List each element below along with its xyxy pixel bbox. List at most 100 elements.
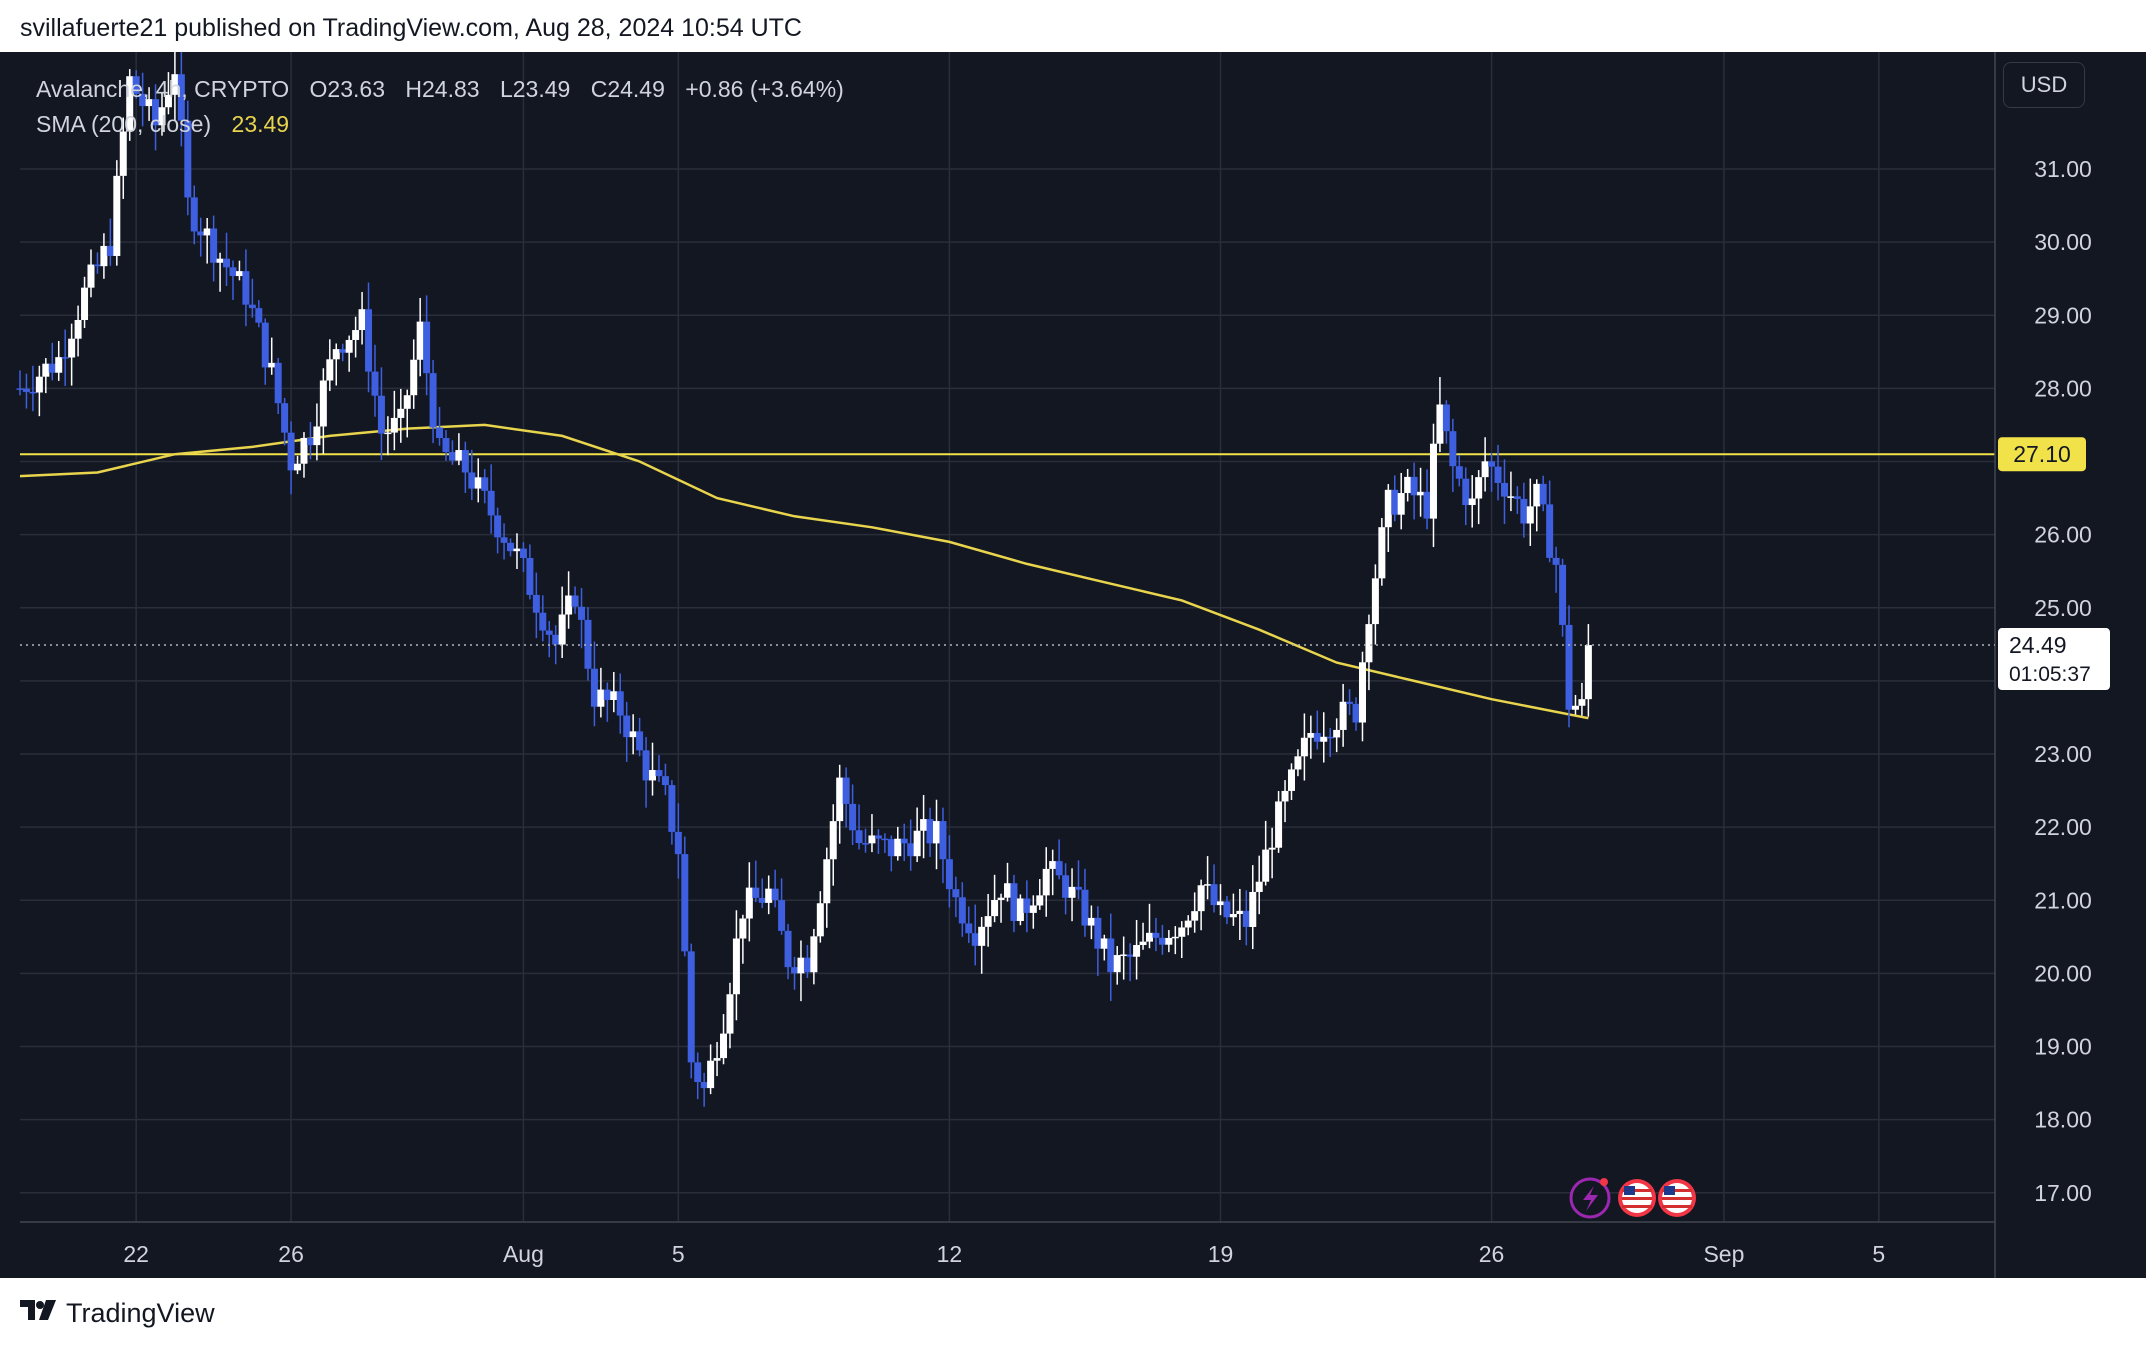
us-flag-event-icon[interactable] (1658, 1179, 1696, 1217)
candle-body (126, 76, 134, 132)
candle-body (1197, 885, 1205, 912)
time-tick-label: 12 (937, 1241, 963, 1267)
candle-body (713, 1058, 721, 1061)
candle-body (1559, 564, 1567, 625)
candle-body (1281, 790, 1289, 802)
candle-body (1184, 920, 1192, 928)
candle-body (1494, 466, 1502, 483)
price-tick-label: 26.00 (2034, 522, 2092, 548)
candle-body (1326, 736, 1334, 739)
candle-body (539, 612, 547, 631)
candle-body (87, 264, 95, 288)
candle-body (100, 245, 108, 267)
flag-stripe (1662, 1189, 1692, 1192)
candle-body (810, 936, 818, 973)
candle-body (1404, 476, 1412, 494)
footer: TradingView (0, 1278, 2146, 1348)
candle-body (1462, 478, 1470, 506)
candle-body (1546, 504, 1554, 558)
candle-body (397, 408, 405, 418)
candle-body (326, 359, 334, 381)
candle-body (519, 548, 527, 559)
candle-body (319, 380, 327, 427)
candle-body (248, 304, 256, 309)
candle-body (35, 376, 43, 393)
candle-body (1242, 910, 1250, 927)
candle-body (978, 926, 986, 946)
open-value: O23.63 (309, 76, 385, 102)
candle-body (674, 831, 682, 855)
candle-body (190, 197, 198, 232)
candle-body (1152, 932, 1160, 938)
candle-body (197, 231, 205, 236)
sma-line (19, 423, 1589, 720)
candle-body (16, 388, 24, 390)
candle-body (294, 463, 302, 471)
candle-body (352, 330, 360, 340)
candle-body (565, 595, 573, 615)
candle-body (1120, 954, 1128, 956)
event-icons[interactable] (1569, 1177, 1696, 1219)
symbol-label[interactable]: Avalanche, 4h, CRYPTO (36, 76, 290, 102)
candle-body (1158, 937, 1166, 945)
candle-body (971, 933, 979, 946)
candle-body (1320, 736, 1328, 742)
candle-body (1500, 482, 1508, 497)
candle-body (1423, 491, 1431, 519)
candle-body (687, 951, 695, 1063)
candle-body (1378, 527, 1386, 579)
candle-body (823, 859, 831, 904)
candle-body (42, 363, 50, 377)
price-tick-label: 21.00 (2034, 887, 2092, 913)
candle-body (1275, 801, 1283, 848)
time-tick-label: 5 (1872, 1241, 1885, 1267)
candle-body (707, 1060, 715, 1089)
candle-body (584, 619, 592, 669)
candle-body (571, 595, 579, 607)
candle-body (93, 264, 101, 267)
candle-body (913, 830, 921, 857)
candle-body (1397, 493, 1405, 515)
candle-body (300, 437, 308, 464)
currency-button[interactable]: USD (2003, 62, 2085, 108)
candle-body (416, 321, 424, 360)
candle-body (29, 391, 37, 394)
candle-body (1133, 945, 1141, 957)
candle-body (1371, 578, 1379, 625)
candle-body (1113, 955, 1121, 973)
candle-body (1010, 883, 1018, 921)
candle-body (377, 395, 385, 434)
countdown-label: 01:05:37 (2009, 663, 2091, 686)
tradingview-brand: TradingView (66, 1298, 215, 1328)
flag-stripe (1622, 1189, 1652, 1192)
candle-body (1126, 954, 1134, 957)
candle-body (384, 432, 392, 435)
candle-body (1481, 461, 1489, 478)
sma-label[interactable]: SMA (200, close) (36, 111, 212, 137)
candle-body (403, 395, 411, 409)
candle-body (48, 363, 56, 373)
candlestick-chart[interactable]: 27.10 22 26 Aug 5 12 19 26 Sep 531.0030.0029.002… (0, 52, 2146, 1278)
flag-stripe (1622, 1197, 1652, 1200)
chart-panel[interactable]: 27.10 22 26 Aug 5 12 19 26 Sep 5 31.00 30.00 29.00 2… (0, 52, 2146, 1278)
lightning-event-icon[interactable] (1569, 1177, 1611, 1219)
tradingview-logo-icon (20, 1300, 56, 1320)
candle-body (255, 308, 263, 323)
candle-body (1578, 699, 1586, 706)
candle-body (868, 835, 876, 844)
level-27-10[interactable]: 27.10 (20, 437, 2086, 472)
candle-body (507, 542, 515, 552)
candle-body (113, 175, 121, 256)
close-value: C24.49 (590, 76, 665, 102)
candle-body (603, 689, 611, 701)
us-flag-event-icon[interactable] (1618, 1179, 1656, 1217)
candle-body (365, 309, 373, 372)
candle-body (532, 594, 540, 613)
candle-body (74, 319, 82, 339)
candle-body (1023, 898, 1031, 913)
candle-body (1223, 901, 1231, 918)
candle-body (132, 76, 140, 94)
candle-body (1313, 733, 1321, 742)
candle-body (1229, 914, 1237, 918)
legend: Avalanche, 4h, CRYPTO O23.63 H24.83 L23.… (36, 72, 858, 142)
